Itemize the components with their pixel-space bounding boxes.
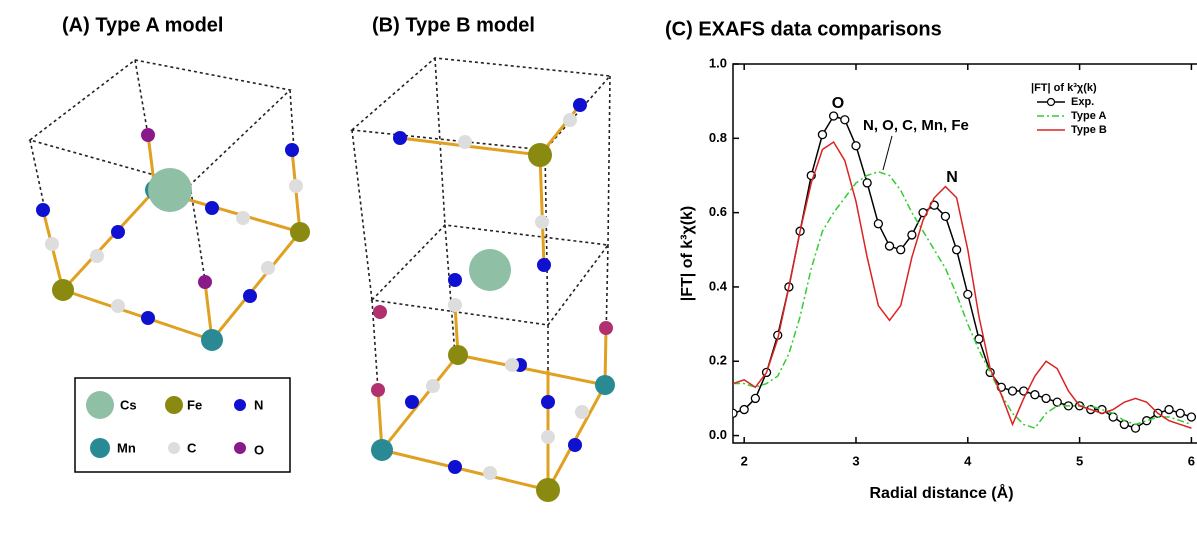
series-line — [733, 116, 1191, 428]
legend-label: Exp. — [1071, 96, 1094, 108]
y-tick-label: 0.8 — [709, 130, 727, 145]
bonds — [378, 105, 606, 490]
y-tick-label: 0.4 — [709, 278, 728, 293]
x-tick-label: 4 — [964, 453, 972, 468]
data-point — [841, 116, 849, 124]
data-point — [751, 394, 759, 402]
x-tick-label: 2 — [741, 453, 748, 468]
atoms — [371, 98, 615, 502]
data-point — [1053, 398, 1061, 406]
data-point — [1042, 394, 1050, 402]
atoms — [36, 128, 310, 351]
plot-area — [729, 112, 1195, 432]
data-point — [1109, 413, 1117, 421]
annotation-leader — [883, 136, 892, 170]
x-tick-label: 6 — [1188, 453, 1195, 468]
data-point — [886, 242, 894, 250]
annotation: N — [946, 169, 958, 186]
x-tick-label: 3 — [852, 453, 859, 468]
data-point — [1009, 387, 1017, 395]
legend-label: C — [187, 440, 197, 455]
series-line — [733, 172, 1191, 428]
y-tick-label: 0.6 — [709, 204, 727, 219]
data-point — [897, 246, 905, 254]
data-point — [863, 179, 871, 187]
legend-box — [75, 378, 290, 472]
data-point — [941, 212, 949, 220]
legend-swatch-marker — [1048, 99, 1055, 106]
data-point — [740, 406, 748, 414]
y-tick-label: 0.2 — [709, 353, 727, 368]
data-point — [729, 409, 737, 417]
legend-label: Fe — [187, 397, 202, 412]
legend-label: Type B — [1071, 124, 1107, 136]
x-axis-label: Radial distance (Å) — [869, 483, 1013, 502]
data-point — [953, 246, 961, 254]
bonds — [43, 135, 300, 340]
legend-label: Mn — [117, 440, 136, 455]
figure: (A) Type A model Cs Fe N Mn — [0, 0, 1197, 548]
y-tick-label: 0.0 — [709, 427, 727, 442]
legend-title: |FT| of k³χ(k) — [1031, 82, 1097, 94]
data-point — [852, 142, 860, 150]
chart-title: (C) EXAFS data comparisons — [665, 18, 942, 40]
legend-label: N — [254, 397, 263, 412]
data-point — [1132, 424, 1140, 432]
y-axis-label: |FT| of k³χ(k) — [679, 206, 696, 301]
panel-b: (B) Type B model — [352, 14, 615, 502]
panel-title: (A) Type A model — [62, 14, 223, 36]
legend-label: Cs — [120, 397, 137, 412]
annotation: O — [832, 95, 844, 112]
panel-title: (B) Type B model — [372, 14, 535, 36]
data-point — [1143, 417, 1151, 425]
data-point — [1031, 391, 1039, 399]
x-tick-label: 5 — [1076, 453, 1083, 468]
data-point — [1187, 413, 1195, 421]
y-tick-label: 1.0 — [709, 55, 727, 70]
data-point — [830, 112, 838, 120]
data-point — [1120, 420, 1128, 428]
data-point — [1176, 409, 1184, 417]
data-point — [874, 220, 882, 228]
legend-label: Type A — [1071, 110, 1107, 122]
legend-label: O — [254, 442, 264, 457]
panel-a: (A) Type A model Cs Fe N Mn — [30, 14, 310, 472]
data-point — [818, 131, 826, 139]
data-point — [1165, 406, 1173, 414]
data-point — [964, 290, 972, 298]
data-point — [908, 231, 916, 239]
series-line — [733, 142, 1191, 428]
annotation: N, O, C, Mn, Fe — [863, 117, 969, 134]
